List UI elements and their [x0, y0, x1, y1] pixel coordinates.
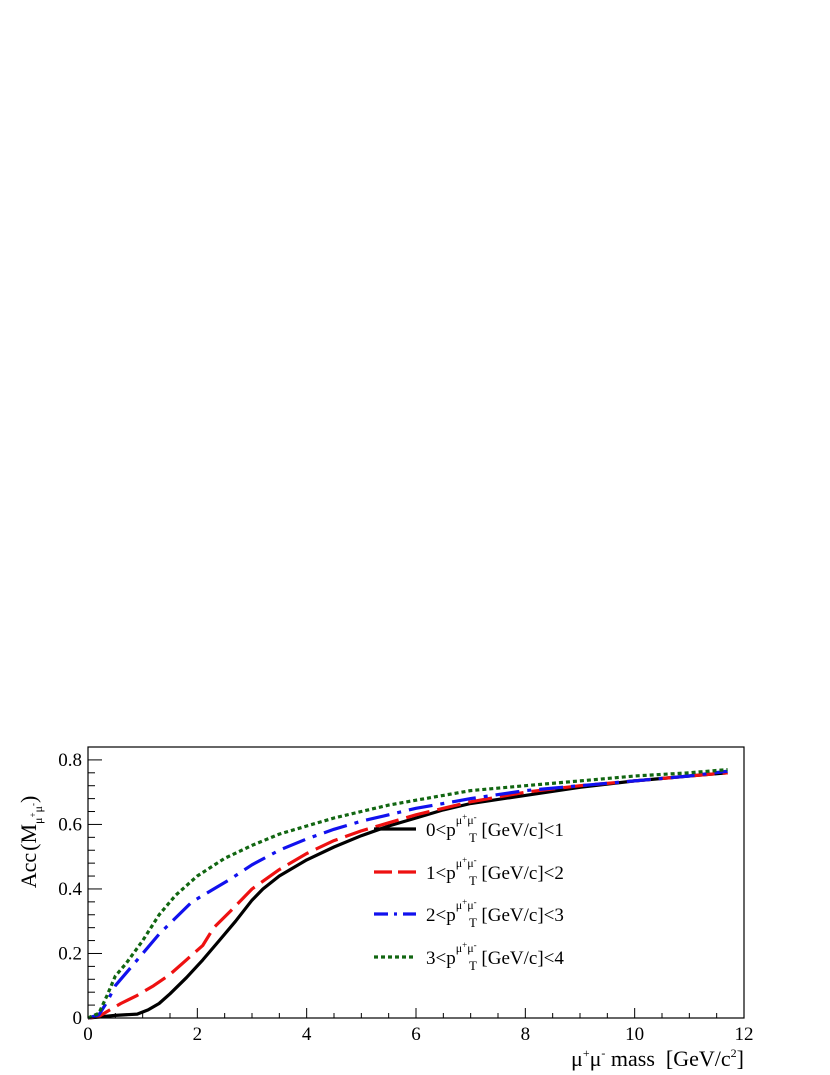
x-axis-title: μ+μ- mass [GeV/c2]: [571, 1046, 744, 1071]
x-tick-label: 6: [411, 1024, 421, 1045]
series-line-4: [87, 768, 728, 1020]
series-line-2: [87, 771, 728, 1020]
y-tick-label: 0.6: [58, 814, 82, 835]
y-tick-label: 0: [73, 1008, 83, 1029]
y-tick-label: 0.8: [58, 750, 82, 771]
y-tick-label: 0.4: [58, 879, 82, 900]
legend-label-1: 0<pμ+μ- [GeV/c]<1: [426, 812, 564, 841]
legend-label-3: 2<pμ+μ- [GeV/c]<3: [426, 897, 564, 926]
legend-label-4: 3<pμ+μ- [GeV/c]<4: [426, 940, 564, 969]
x-tick-label: 4: [302, 1024, 312, 1045]
svg-text:Acc(Mμ+μ-): Acc(Mμ+μ-): [16, 796, 45, 889]
x-tick-label: 8: [521, 1024, 531, 1045]
series-layer: [87, 768, 728, 1020]
x-tick-label: 0: [83, 1024, 93, 1045]
x-tick-label: 2: [193, 1024, 203, 1045]
legend: 0<pμ+μ- [GeV/c]<1T1<pμ+μ- [GeV/c]<2T2<pμ…: [374, 812, 564, 973]
legend-label-sub: T: [469, 915, 477, 930]
series-line-3: [87, 769, 728, 1020]
x-tick-label: 10: [625, 1024, 644, 1045]
y-tick-label: 0.2: [58, 943, 82, 964]
legend-label-sub: T: [469, 830, 477, 845]
tick-layer: 0 2 4 6 8 10 12 0 0.2 0.4 0.6 0.8: [58, 746, 754, 1045]
y-axis-title: Acc(Mμ+μ-): [16, 796, 45, 889]
legend-label-sub: T: [469, 873, 477, 888]
x-tick-label: 12: [735, 1024, 754, 1045]
series-line-1: [87, 771, 728, 1020]
legend-label-sub: T: [469, 958, 477, 973]
legend-label-2: 1<pμ+μ- [GeV/c]<2: [426, 855, 564, 884]
